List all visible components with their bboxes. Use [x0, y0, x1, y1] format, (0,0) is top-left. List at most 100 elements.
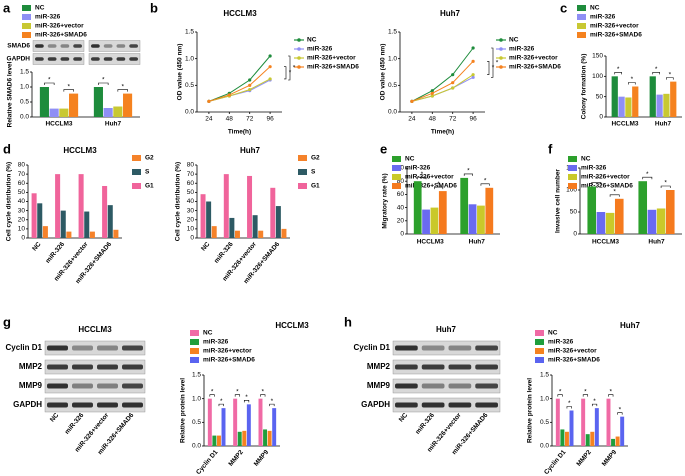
legend-swatch — [132, 155, 141, 161]
legend-label: miR-326+SMAD6 — [509, 64, 561, 71]
x-tick-label: HCCLM3 — [417, 239, 444, 246]
bar — [69, 93, 79, 117]
legend-label: miR-326 — [548, 339, 574, 346]
legend-label: NC — [35, 5, 45, 12]
legend-label: miR-326+vector — [581, 174, 630, 181]
y-axis-label: Relative SMAD6 level — [7, 61, 14, 127]
significance-star: * — [467, 168, 470, 175]
y-tick-label: 1.0 — [192, 395, 201, 402]
panel-label: e — [380, 141, 387, 156]
legend-label: miR-326+SMAD6 — [581, 183, 633, 190]
point — [227, 93, 231, 97]
bar — [413, 181, 422, 234]
point — [248, 83, 252, 87]
significance-bracket — [434, 186, 444, 190]
y-tick-label: 50 — [596, 93, 604, 100]
significance-bracket — [628, 82, 636, 85]
y-tick-label: 0.0 — [20, 114, 29, 121]
blot-band — [395, 345, 418, 351]
x-tick-label: MMP2 — [575, 449, 593, 468]
point — [451, 73, 455, 77]
significance-bracket — [666, 77, 674, 80]
bar — [560, 429, 565, 446]
bar — [207, 398, 212, 446]
blot-band — [122, 345, 143, 351]
blot-column-label: miR-326 — [414, 412, 436, 436]
x-tick-label: MMP2 — [227, 449, 245, 468]
blot-strip — [32, 53, 85, 65]
blot-band — [448, 345, 472, 351]
significance-star: * — [262, 388, 265, 395]
bar — [42, 226, 48, 238]
bar — [233, 398, 238, 446]
legend-swatch — [298, 183, 307, 189]
significance-bracket — [209, 394, 215, 397]
bar — [649, 76, 656, 117]
bar — [242, 430, 247, 446]
legend-label: miR-326+vector — [590, 23, 639, 30]
blot-row-label: Cyclin D1 — [6, 343, 43, 352]
series-line — [411, 47, 474, 102]
legend-label: miR-326+SMAD6 — [548, 357, 600, 364]
blot-band — [448, 364, 472, 370]
bar — [272, 408, 277, 446]
bar — [555, 398, 560, 446]
blot-row-label: MMP9 — [367, 381, 391, 390]
blot-column-label: NC — [398, 412, 410, 424]
point — [430, 89, 434, 93]
significance-bracket — [463, 173, 473, 176]
bar — [581, 398, 586, 446]
y-tick-label: 150 — [592, 53, 603, 60]
y-axis-label: Migratory rate (%) — [382, 173, 389, 228]
significance-star: * — [496, 59, 499, 66]
y-tick-label: 1.5 — [192, 372, 201, 379]
legend-label: miR-326 — [590, 14, 616, 21]
legend-swatch — [577, 14, 586, 20]
significance-bracket — [98, 82, 109, 85]
blot-strip — [44, 340, 146, 356]
y-tick-label: 40 — [397, 204, 405, 211]
significance-bracket — [218, 403, 224, 407]
significance-bracket — [480, 183, 490, 186]
y-tick-label: 1.5 — [20, 69, 29, 76]
bar — [281, 228, 287, 238]
bar — [477, 205, 485, 234]
panel-label: d — [3, 141, 11, 156]
y-tick-label: 20 — [187, 216, 195, 223]
y-tick-label: 0.5 — [192, 419, 201, 426]
bar — [39, 87, 49, 117]
bar — [564, 431, 569, 446]
significance-bracket — [487, 61, 490, 75]
significance-bracket — [582, 394, 589, 397]
blot-band — [395, 383, 418, 389]
legend-swatch — [392, 174, 401, 180]
y-tick-label: 30 — [18, 207, 26, 214]
y-tick-label: 0 — [21, 235, 25, 242]
blot-band — [47, 345, 68, 351]
legend-swatch — [535, 339, 544, 345]
bar — [252, 215, 258, 238]
bar — [263, 429, 268, 446]
legend-label: miR-326+SMAD6 — [405, 183, 457, 190]
blot-band — [421, 345, 445, 351]
blot-band — [448, 383, 472, 389]
y-tick-label: 0.5 — [540, 419, 549, 426]
bar — [247, 175, 253, 238]
bar — [618, 96, 625, 117]
y-tick-label: 10 — [18, 226, 26, 233]
blot-row-label: GAPDH — [13, 400, 42, 409]
y-axis-label: Relative protein level — [180, 378, 187, 443]
y-tick-label: 30 — [187, 207, 195, 214]
legend-label: miR-326+vector — [509, 55, 558, 62]
significance-star: * — [646, 171, 649, 178]
bar — [625, 97, 632, 117]
legend-label: NC — [203, 330, 213, 337]
y-tick-label: 1.0 — [185, 55, 194, 62]
x-axis-label: Time(h) — [431, 129, 454, 136]
y-tick-label: 50 — [187, 189, 195, 196]
y-tick-label: 70 — [187, 171, 195, 178]
y-tick-label: 0.0 — [388, 109, 397, 116]
bar — [430, 207, 439, 234]
legend-swatch — [22, 32, 31, 38]
